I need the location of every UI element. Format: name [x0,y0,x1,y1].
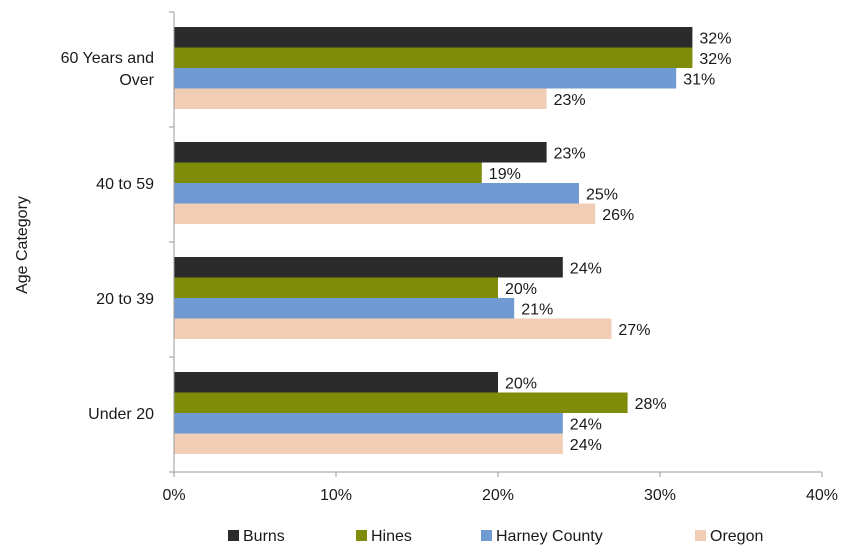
bar-oregon-under-20 [174,433,563,454]
data-label-hines-under-20: 28% [635,396,667,413]
bar-harney-county-under-20 [174,413,563,434]
legend-label-hines: Hines [371,528,412,545]
data-label-burns-60-years-and-over: 32% [699,30,731,47]
data-label-oregon-20-to-39: 27% [618,322,650,339]
data-label-harney-county-20-to-39: 21% [521,301,553,318]
y-ticks-group [169,11,174,473]
data-label-burns-under-20: 20% [505,375,537,392]
bar-oregon-40-to-59 [174,203,596,224]
bar-burns-20-to-39 [174,257,563,278]
category-label-60-years-and-over: 60 Years and Over [61,50,155,89]
data-label-oregon-60-years-and-over: 23% [554,92,586,109]
legend-label-oregon: Oregon [710,528,763,545]
bar-oregon-20-to-39 [174,318,612,339]
x-tick-label-40: 40% [806,487,838,504]
x-tick-label-30: 30% [644,487,676,504]
data-label-burns-20-to-39: 24% [570,260,602,277]
data-labels-group: 32% 32% 31% 23% 23% 19% 25% 26% 24% 20% 21% 27% 20% 2… [489,30,732,454]
data-label-oregon-40-to-59: 26% [602,207,634,224]
bar-hines-20-to-39 [174,277,498,298]
legend-item-oregon: Oregon [695,528,763,545]
legend-swatch-harney-county [481,530,492,541]
bar-hines-40-to-59 [174,162,482,183]
data-label-burns-40-to-59: 23% [554,145,586,162]
legend-swatch-hines [356,530,367,541]
data-label-harney-county-under-20: 24% [570,416,602,433]
data-label-hines-40-to-59: 19% [489,166,521,183]
legend-swatch-burns [228,530,239,541]
bar-burns-under-20 [174,372,498,393]
bars-group [174,27,693,454]
data-label-oregon-under-20: 24% [570,437,602,454]
category-labels-group: 60 Years and Over 40 to 59 20 to 39 Under 20 [61,50,155,423]
legend: Burns Hines Harney County Oregon [228,528,763,545]
x-tick-label-10: 10% [320,487,352,504]
data-label-harney-county-40-to-59: 25% [586,186,618,203]
bar-harney-county-60-years-and-over [174,68,677,89]
bar-hines-under-20 [174,392,628,413]
bar-harney-county-40-to-59 [174,183,579,204]
data-label-harney-county-60-years-and-over: 31% [683,71,715,88]
bar-burns-60-years-and-over [174,27,693,48]
legend-swatch-oregon [695,530,706,541]
bar-harney-county-20-to-39 [174,298,515,319]
x-tick-label-20: 20% [482,487,514,504]
y-axis-title: Age Category [14,196,31,294]
category-label-20-to-39: 20 to 39 [96,291,154,308]
category-label-under-20: Under 20 [88,406,154,423]
legend-item-hines: Hines [356,528,412,545]
legend-label-burns: Burns [243,528,285,545]
legend-item-harney-county: Harney County [481,528,603,545]
x-ticks-group: 0% 10% 20% 30% 40% [162,472,838,504]
bar-burns-40-to-59 [174,142,547,163]
category-label-40-to-59: 40 to 59 [96,176,154,193]
bar-oregon-60-years-and-over [174,88,547,109]
legend-item-burns: Burns [228,528,285,545]
x-tick-label-0: 0% [162,487,185,504]
legend-label-harney-county: Harney County [496,528,603,545]
bar-hines-60-years-and-over [174,47,693,68]
data-label-hines-20-to-39: 20% [505,281,537,298]
data-label-hines-60-years-and-over: 32% [699,51,731,68]
